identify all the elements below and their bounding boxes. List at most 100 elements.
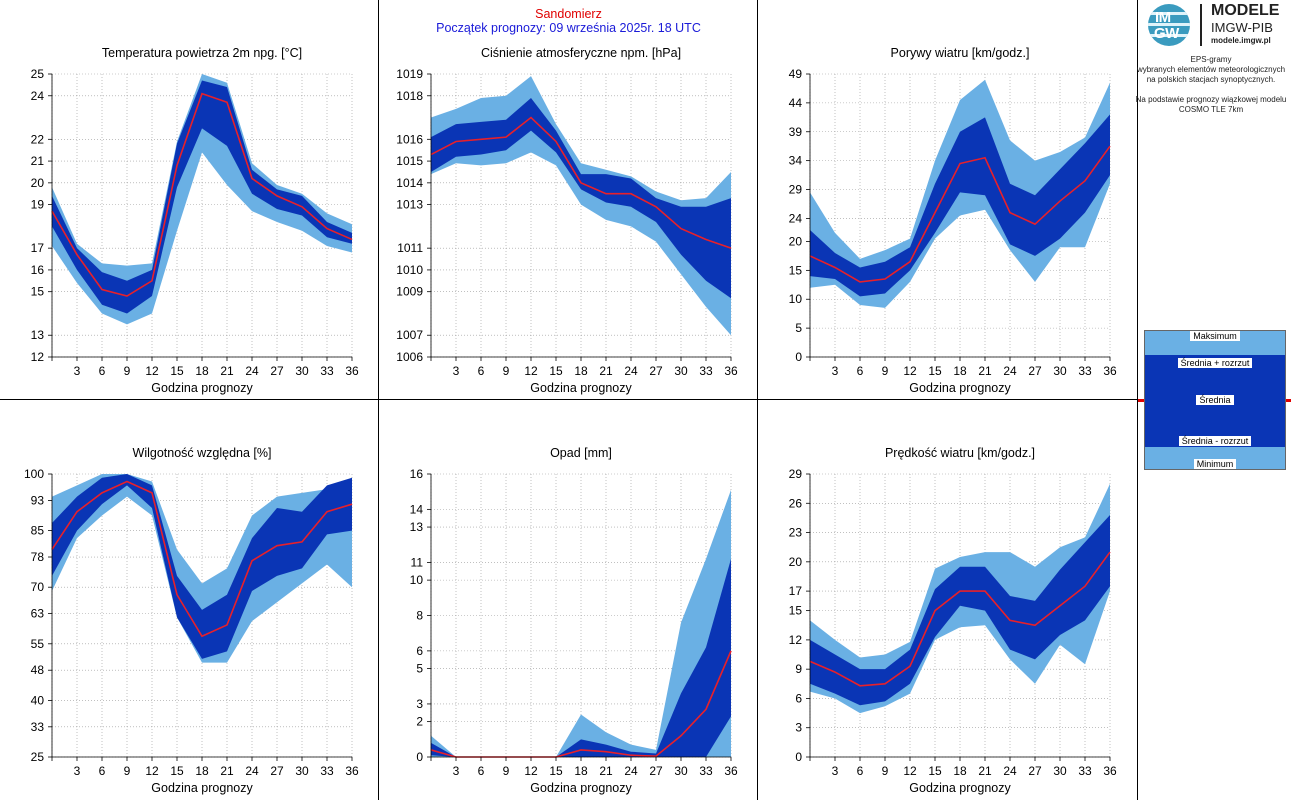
y-tick-label: 24	[789, 211, 803, 225]
y-tick-label: 16	[410, 467, 424, 481]
x-tick-label: 12	[145, 364, 159, 378]
brand-title: MODELE	[1211, 2, 1280, 19]
y-tick-label: 14	[410, 502, 424, 516]
desc-line: na polskich stacjach synoptycznych.	[1146, 75, 1276, 84]
y-tick-label: 44	[789, 96, 803, 110]
chart-header: Sandomierz Początek prognozy: 09 wrześni…	[380, 7, 757, 35]
band-mean-spread	[431, 558, 731, 757]
desc-line: COSMO TLE 7km	[1178, 105, 1244, 114]
x-tick-label: 15	[928, 364, 942, 378]
y-tick-label: 1007	[396, 328, 423, 342]
x-tick-label: 36	[345, 364, 359, 378]
x-tick-label: 3	[453, 364, 460, 378]
y-tick-label: 13	[410, 520, 424, 534]
y-tick-label: 6	[795, 691, 802, 705]
y-tick-label: 1019	[396, 67, 423, 81]
x-tick-label: 6	[857, 764, 864, 778]
y-tick-label: 100	[24, 467, 44, 481]
y-tick-label: 22	[31, 132, 45, 146]
x-tick-label: 24	[245, 364, 259, 378]
y-tick-label: 6	[416, 644, 423, 658]
eps-description: EPS-gramy wybranych elementów meteorolog…	[1132, 55, 1290, 115]
y-tick-label: 55	[31, 637, 45, 651]
legend: Maksimum Średnia + rozrzut Średnia Średn…	[1144, 330, 1286, 470]
x-tick-label: 27	[649, 364, 663, 378]
logo-separator	[1200, 4, 1202, 46]
y-tick-label: 25	[31, 750, 45, 764]
y-tick-label: 1010	[396, 263, 423, 277]
y-tick-label: 34	[789, 154, 803, 168]
y-tick-label: 1018	[396, 89, 423, 103]
x-tick-label: 24	[624, 764, 638, 778]
x-axis-label: Godzina prognozy	[151, 381, 253, 395]
x-tick-label: 6	[857, 364, 864, 378]
y-tick-label: 8	[416, 609, 423, 623]
x-tick-label: 30	[674, 764, 688, 778]
x-tick-label: 24	[624, 364, 638, 378]
x-tick-label: 3	[832, 764, 839, 778]
x-tick-label: 6	[478, 364, 485, 378]
desc-line: wybranych elementów meteorologicznych	[1136, 65, 1286, 74]
y-tick-label: 21	[31, 154, 45, 168]
x-tick-label: 15	[928, 764, 942, 778]
chart-panel-humidity: 25 33 40 48 55 63 70 78 85 93 100 3 6 9 12 15 18 21 24 27 30…	[0, 400, 378, 798]
mean-line	[51, 92, 353, 297]
x-tick-label: 9	[124, 764, 131, 778]
y-tick-label: 0	[416, 750, 423, 764]
y-tick-label: 1009	[396, 285, 423, 299]
station-name: Sandomierz	[535, 7, 602, 21]
x-tick-label: 12	[903, 364, 917, 378]
x-axis-label: Godzina prognozy	[909, 781, 1011, 795]
y-tick-label: 12	[789, 633, 803, 647]
x-tick-label: 12	[524, 764, 538, 778]
chart-title: Porywy wiatru [km/godz.]	[891, 46, 1030, 60]
x-tick-label: 24	[1003, 764, 1017, 778]
imgw-logo-icon: IM GW	[1148, 4, 1190, 46]
forecast-start: Początek prognozy: 09 września 2025r. 18…	[436, 21, 701, 35]
y-tick-label: 63	[31, 607, 45, 621]
x-tick-label: 21	[978, 764, 992, 778]
y-tick-label: 10	[789, 292, 803, 306]
y-tick-label: 17	[31, 241, 45, 255]
x-tick-label: 6	[478, 764, 485, 778]
y-tick-label: 39	[789, 125, 803, 139]
legend-label-mean-plus: Średnia + rozrzut	[1177, 358, 1253, 368]
imgw-logo[interactable]: IM GW MODELE IMGW-PIB modele.imgw.pl	[1144, 0, 1291, 50]
x-tick-label: 21	[599, 764, 613, 778]
desc-line: Na podstawie prognozy wiązkowej modelu	[1135, 95, 1287, 104]
y-tick-label: 10	[410, 573, 424, 587]
y-tick-label: 19	[31, 198, 45, 212]
y-tick-label: 1014	[396, 176, 423, 190]
x-tick-label: 30	[1053, 364, 1067, 378]
x-tick-label: 9	[503, 364, 510, 378]
brand-subtitle: IMGW-PIB	[1211, 20, 1273, 35]
logo-text-top: IM	[1155, 9, 1171, 26]
chart-title: Opad [mm]	[550, 446, 612, 460]
x-tick-label: 36	[1103, 364, 1117, 378]
y-tick-label: 85	[31, 524, 45, 538]
legend-label-mean: Średnia	[1196, 395, 1234, 405]
x-axis-label: Godzina prognozy	[530, 781, 632, 795]
x-tick-label: 9	[124, 364, 131, 378]
y-tick-label: 93	[31, 493, 45, 507]
y-tick-label: 3	[795, 721, 802, 735]
x-tick-label: 30	[674, 364, 688, 378]
y-tick-label: 1015	[396, 154, 423, 168]
x-tick-label: 33	[320, 364, 334, 378]
x-tick-label: 9	[882, 364, 889, 378]
y-tick-label: 23	[789, 526, 803, 540]
x-tick-label: 18	[953, 764, 967, 778]
band-mean-spread	[52, 80, 352, 314]
x-tick-label: 36	[724, 364, 738, 378]
x-tick-label: 30	[295, 764, 309, 778]
x-tick-label: 27	[649, 764, 663, 778]
chart-panel-pressure: 1006 1007 1009 1010 1011 1013 1014 1015 1016 1018…	[379, 0, 757, 398]
chart-title: Ciśnienie atmosferyczne npm. [hPa]	[481, 46, 681, 60]
y-tick-label: 17	[789, 584, 803, 598]
y-tick-label: 20	[31, 176, 45, 190]
x-tick-label: 15	[170, 364, 184, 378]
y-tick-label: 9	[795, 662, 802, 676]
